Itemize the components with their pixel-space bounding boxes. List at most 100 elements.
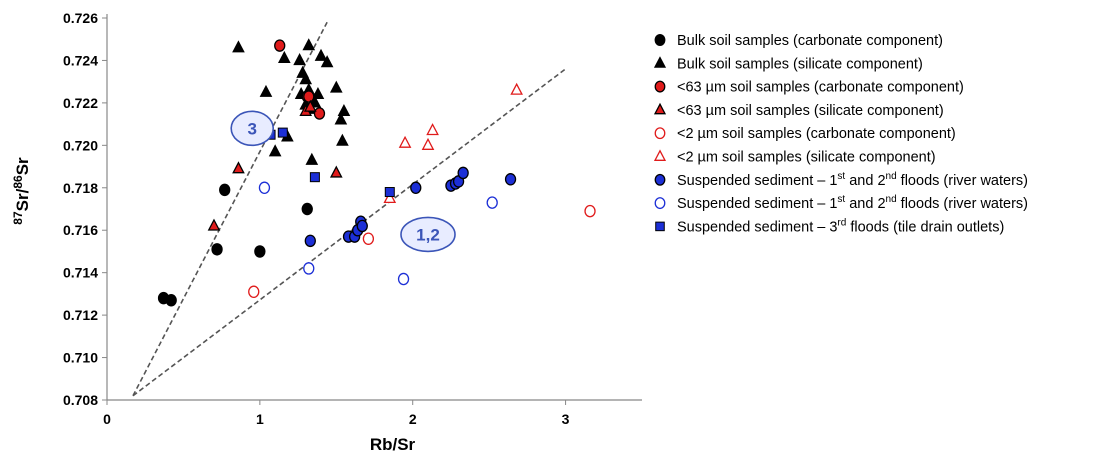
data-point <box>207 218 221 231</box>
annotations: 31,2 <box>230 110 456 253</box>
data-point <box>268 144 282 157</box>
data-point <box>384 187 395 198</box>
legend: Bulk soil samples (carbonate component) B… <box>653 33 1028 235</box>
legend-label: Suspended sediment – 3rd floods (tile dr… <box>677 217 1004 235</box>
legend-marker <box>654 173 666 186</box>
annotation-label: 3 <box>247 119 256 138</box>
data-point <box>383 190 397 204</box>
data-point <box>421 137 435 150</box>
y-tick-label: 0.718 <box>63 180 98 196</box>
data-point <box>274 39 286 52</box>
legend-marker <box>654 34 666 46</box>
data-point <box>336 133 349 146</box>
legend-label: Suspended sediment – 1st and 2nd floods … <box>677 194 1028 212</box>
series-5 <box>248 204 596 299</box>
dashed-guide-line <box>132 68 567 397</box>
y-tick-label: 0.716 <box>63 222 98 238</box>
legend-item: <2 µm soil samples (silicate component) <box>653 149 936 166</box>
y-tick-label: 0.708 <box>63 392 98 408</box>
series-3 <box>274 39 326 120</box>
data-point <box>277 50 291 63</box>
legend-label: Bulk soil samples (carbonate component) <box>677 33 943 49</box>
data-point <box>232 161 245 174</box>
data-point <box>320 55 334 68</box>
x-axis-title: Rb/Sr <box>370 435 416 454</box>
data-point <box>457 166 469 180</box>
data-point <box>165 294 177 307</box>
data-point <box>232 40 245 53</box>
axes: 0.708 0.710 0.712 0.714 0.716 0.718 0.720 0.722… <box>11 10 642 454</box>
y-axis-title: 87Sr/86Sr <box>11 157 32 225</box>
legend-label: Suspended sediment – 1st and 2nd floods … <box>677 171 1028 189</box>
data-point <box>303 262 315 275</box>
data-point <box>211 243 223 256</box>
legend-item: Suspended sediment – 3rd floods (tile dr… <box>655 217 1004 235</box>
legend-label: <63 µm soil samples (silicate component) <box>677 103 944 119</box>
legend-label: Bulk soil samples (silicate component) <box>677 56 923 72</box>
data-point <box>248 285 260 299</box>
series-2 <box>232 38 351 165</box>
data-point <box>299 72 313 85</box>
data-point <box>277 127 288 138</box>
data-points <box>157 38 596 307</box>
data-point <box>309 172 320 183</box>
series-1 <box>157 183 313 307</box>
data-point <box>304 234 316 248</box>
data-point <box>305 152 319 165</box>
data-point <box>329 80 343 93</box>
legend-marker <box>653 56 667 68</box>
data-point <box>410 181 422 195</box>
x-tick-label: 3 <box>562 411 570 427</box>
series-7 <box>304 166 517 248</box>
legend-item: <2 µm soil samples (carbonate component) <box>654 126 956 142</box>
data-point <box>356 219 368 233</box>
legend-label: <2 µm soil samples (carbonate component) <box>677 126 956 142</box>
data-point <box>337 103 351 117</box>
data-point <box>219 183 231 197</box>
legend-marker <box>653 102 667 115</box>
y-tick-label: 0.724 <box>63 52 98 68</box>
dashed-guide-lines <box>132 21 567 397</box>
annotation-ellipse <box>400 216 456 253</box>
legend-marker <box>654 127 666 140</box>
legend-item: <63 µm soil samples (silicate component) <box>653 102 944 119</box>
data-point <box>303 99 317 112</box>
data-point <box>426 123 439 136</box>
data-point <box>398 135 412 148</box>
legend-marker <box>654 197 666 210</box>
data-point <box>313 107 326 120</box>
data-point <box>329 165 343 178</box>
series-4 <box>207 99 343 231</box>
annotation-ellipse <box>230 110 275 147</box>
legend-item: Bulk soil samples (carbonate component) <box>654 33 943 49</box>
x-tick-label: 0 <box>103 411 111 427</box>
data-point <box>362 232 375 245</box>
series-8 <box>258 181 498 286</box>
y-tick-label: 0.726 <box>63 10 98 26</box>
annotation-label: 1,2 <box>416 225 440 244</box>
legend-label: <2 µm soil samples (silicate component) <box>677 150 936 166</box>
data-point <box>584 204 596 218</box>
legend-item: <63 µm soil samples (carbonate component… <box>654 80 964 96</box>
legend-marker <box>655 221 665 232</box>
data-point <box>311 87 325 100</box>
data-point <box>259 84 273 97</box>
legend-item: Suspended sediment – 1st and 2nd floods … <box>654 171 1028 189</box>
data-point <box>314 48 328 61</box>
data-point <box>302 38 316 51</box>
y-tick-label: 0.722 <box>63 95 98 111</box>
y-tick-label: 0.710 <box>63 350 98 366</box>
data-point <box>397 272 410 286</box>
data-point <box>254 245 266 258</box>
data-point <box>486 196 498 209</box>
data-point <box>293 53 306 66</box>
y-tick-label: 0.714 <box>63 265 98 281</box>
data-point <box>301 202 313 216</box>
y-tick-label: 0.712 <box>63 307 98 323</box>
data-point <box>504 173 517 186</box>
series-6 <box>383 82 523 204</box>
legend-marker <box>653 149 667 161</box>
legend-label: <63 µm soil samples (carbonate component… <box>677 80 964 96</box>
data-point <box>334 112 348 125</box>
